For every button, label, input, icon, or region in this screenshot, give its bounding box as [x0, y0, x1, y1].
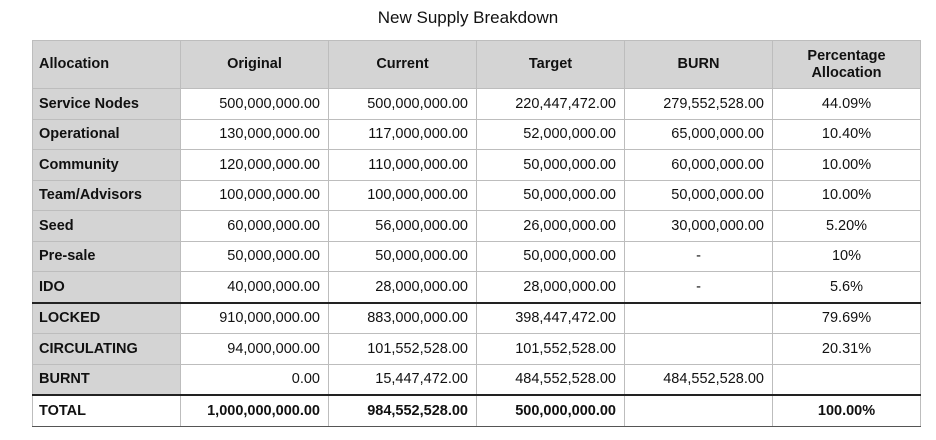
cell-target: 52,000,000.00: [476, 118, 625, 150]
cell-burn: [624, 333, 773, 365]
table-row: Seed 60,000,000.00 56,000,000.00 26,000,…: [32, 210, 921, 242]
header-current: Current: [328, 40, 477, 89]
cell-percentage: 5.6%: [772, 271, 921, 303]
cell-target: 398,447,472.00: [476, 301, 625, 334]
cell-original: 40,000,000.00: [180, 271, 329, 303]
header-original: Original: [180, 40, 329, 89]
cell-target: 484,552,528.00: [476, 363, 625, 396]
cell-original: 130,000,000.00: [180, 118, 329, 150]
cell-original: 50,000,000.00: [180, 240, 329, 272]
table-row: Pre-sale 50,000,000.00 50,000,000.00 50,…: [32, 240, 921, 272]
summary-row-locked: LOCKED 910,000,000.00 883,000,000.00 398…: [32, 301, 921, 334]
cell-percentage: 10.40%: [772, 118, 921, 150]
cell-burn: 50,000,000.00: [624, 179, 773, 211]
cell-current: 56,000,000.00: [328, 210, 477, 242]
header-row: Allocation Original Current Target BURN …: [32, 40, 921, 89]
cell-original: 60,000,000.00: [180, 210, 329, 242]
row-label: Operational: [32, 118, 181, 150]
cell-current: 100,000,000.00: [328, 179, 477, 211]
row-label: Service Nodes: [32, 88, 181, 120]
cell-current: 15,447,472.00: [328, 363, 477, 396]
header-burn: BURN: [624, 40, 773, 89]
cell-percentage: 79.69%: [772, 301, 921, 334]
cell-burn: 279,552,528.00: [624, 88, 773, 120]
row-label: IDO: [32, 271, 181, 303]
table-row: Service Nodes 500,000,000.00 500,000,000…: [32, 88, 921, 120]
cell-original: 910,000,000.00: [180, 301, 329, 334]
cell-burn: [624, 301, 773, 334]
cell-target: 500,000,000.00: [476, 394, 625, 427]
cell-current: 110,000,000.00: [328, 149, 477, 181]
cell-target: 220,447,472.00: [476, 88, 625, 120]
row-label: TOTAL: [32, 394, 181, 427]
cell-current: 984,552,528.00: [328, 394, 477, 427]
cell-target: 26,000,000.00: [476, 210, 625, 242]
row-label: Seed: [32, 210, 181, 242]
row-label: Pre-sale: [32, 240, 181, 272]
header-allocation: Allocation: [32, 40, 181, 89]
cell-current: 101,552,528.00: [328, 333, 477, 365]
row-label: CIRCULATING: [32, 333, 181, 365]
table-row: IDO 40,000,000.00 28,000,000.00 28,000,0…: [32, 271, 921, 303]
table-row: Operational 130,000,000.00 117,000,000.0…: [32, 118, 921, 150]
cell-percentage: 10.00%: [772, 149, 921, 181]
cell-percentage: 100.00%: [772, 394, 921, 427]
cell-burn: 484,552,528.00: [624, 363, 773, 396]
cell-target: 50,000,000.00: [476, 149, 625, 181]
summary-row-circulating: CIRCULATING 94,000,000.00 101,552,528.00…: [32, 333, 921, 365]
page-title: New Supply Breakdown: [377, 8, 559, 27]
summary-row-burnt: BURNT 0.00 15,447,472.00 484,552,528.00 …: [32, 363, 921, 396]
cell-percentage: 5.20%: [772, 210, 921, 242]
header-target: Target: [476, 40, 625, 89]
cell-target: 50,000,000.00: [476, 240, 625, 272]
header-percentage-allocation: Percentage Allocation: [772, 40, 921, 89]
cell-burn: -: [624, 240, 773, 272]
cell-burn: -: [624, 271, 773, 303]
cell-percentage: 20.31%: [772, 333, 921, 365]
cell-target: 28,000,000.00: [476, 271, 625, 303]
cell-current: 28,000,000.00: [328, 271, 477, 303]
cell-target: 50,000,000.00: [476, 179, 625, 211]
cell-original: 100,000,000.00: [180, 179, 329, 211]
row-label: Community: [32, 149, 181, 181]
cell-percentage: 44.09%: [772, 88, 921, 120]
table-row: Community 120,000,000.00 110,000,000.00 …: [32, 149, 921, 181]
cell-original: 94,000,000.00: [180, 333, 329, 365]
row-label: LOCKED: [32, 301, 181, 334]
row-label: BURNT: [32, 363, 181, 396]
table-row: Team/Advisors 100,000,000.00 100,000,000…: [32, 179, 921, 211]
cell-target: 101,552,528.00: [476, 333, 625, 365]
cell-percentage: [772, 363, 921, 396]
cell-percentage: 10%: [772, 240, 921, 272]
cell-current: 883,000,000.00: [328, 301, 477, 334]
cell-current: 500,000,000.00: [328, 88, 477, 120]
cell-original: 1,000,000,000.00: [180, 394, 329, 427]
cell-current: 117,000,000.00: [328, 118, 477, 150]
supply-table: Allocation Original Current Target BURN …: [32, 40, 921, 427]
cell-original: 0.00: [180, 363, 329, 396]
cell-original: 500,000,000.00: [180, 88, 329, 120]
row-label: Team/Advisors: [32, 179, 181, 211]
cell-burn: 65,000,000.00: [624, 118, 773, 150]
cell-burn: [624, 394, 773, 427]
cell-burn: 30,000,000.00: [624, 210, 773, 242]
cell-current: 50,000,000.00: [328, 240, 477, 272]
cell-original: 120,000,000.00: [180, 149, 329, 181]
cell-burn: 60,000,000.00: [624, 149, 773, 181]
total-row: TOTAL 1,000,000,000.00 984,552,528.00 50…: [32, 394, 921, 427]
cell-percentage: 10.00%: [772, 179, 921, 211]
